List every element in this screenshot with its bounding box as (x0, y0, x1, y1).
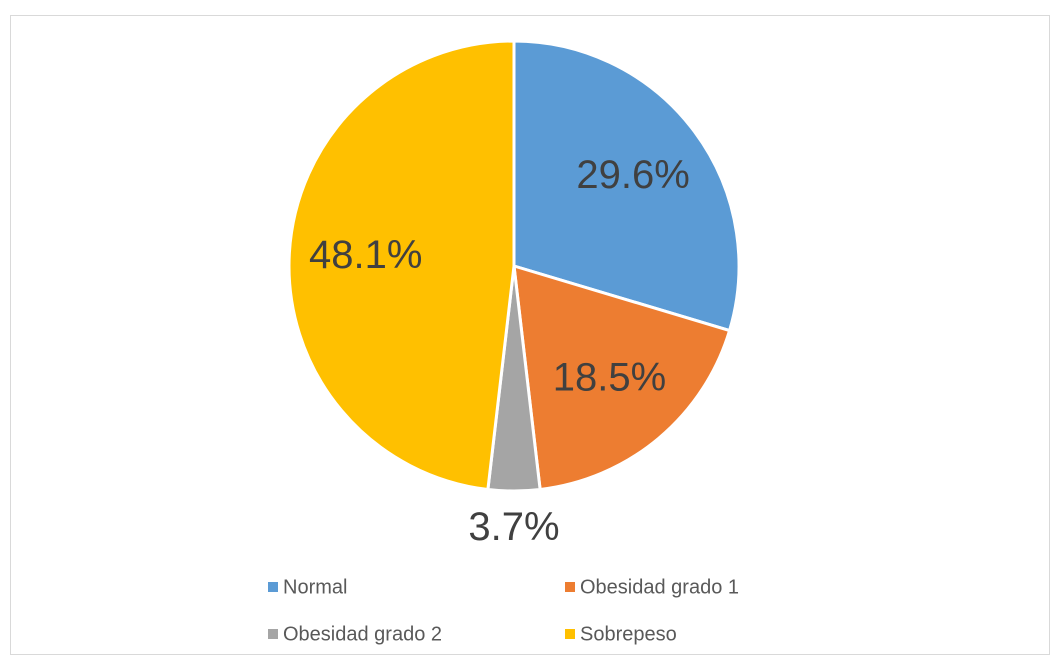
pie (287, 39, 741, 493)
legend-label: Sobrepeso (580, 623, 677, 645)
pie-slice (287, 39, 516, 492)
legend-swatch (565, 629, 575, 639)
legend-swatch (565, 582, 575, 592)
legend-label: Obesidad grado 2 (283, 623, 442, 645)
legend-label: Obesidad grado 1 (580, 576, 739, 598)
data-label: 3.7% (468, 505, 559, 549)
data-label: 29.6% (576, 153, 689, 197)
legend-label: Normal (283, 576, 347, 598)
legend-swatch (268, 582, 278, 592)
data-label: 48.1% (309, 233, 422, 277)
data-label: 18.5% (553, 355, 666, 399)
legend-swatch (268, 629, 278, 639)
pie-slice (512, 39, 741, 333)
pie-slice (512, 263, 732, 492)
